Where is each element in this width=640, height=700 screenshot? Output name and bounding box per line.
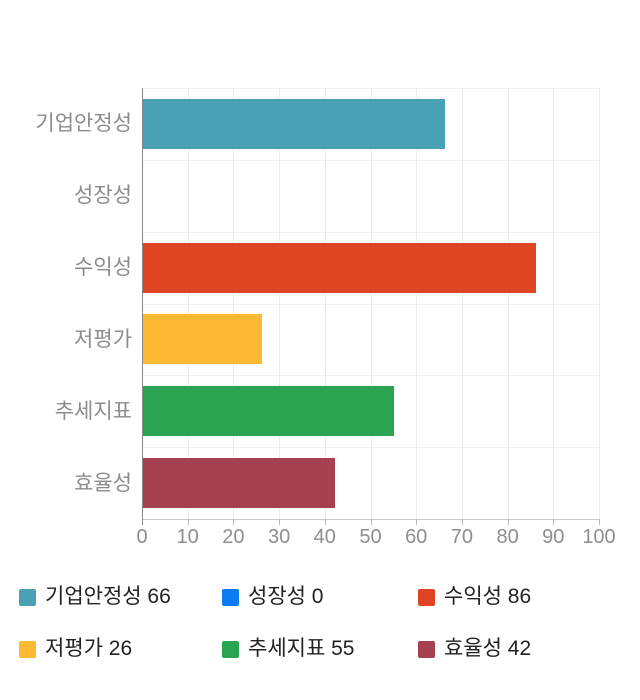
x-axis-tick (507, 519, 509, 525)
x-axis-tick (599, 519, 600, 525)
bar-3[interactable] (143, 314, 262, 365)
legend-swatch-icon (222, 640, 239, 658)
v-gridline (370, 88, 372, 519)
category-label: 성장성 (74, 184, 132, 208)
v-gridline (187, 88, 189, 519)
legend-swatch-icon (19, 640, 36, 658)
x-tick-label: 80 (496, 526, 519, 548)
legend-label: 효율성 42 (444, 637, 532, 660)
v-gridline (416, 88, 418, 519)
y-axis-line (142, 88, 143, 525)
category-label: 저평가 (74, 327, 132, 351)
legend-label: 추세지표 55 (248, 637, 355, 660)
v-gridline (507, 88, 509, 519)
category-label: 기업안정성 (35, 112, 132, 136)
x-tick-label: 50 (359, 526, 382, 548)
x-axis-tick (370, 519, 372, 525)
x-tick-label: 20 (222, 526, 245, 548)
legend-row: 기업안정성 66 성장성 0 수익성 86 (19, 584, 621, 610)
x-tick-label: 0 (136, 526, 148, 548)
v-gridline (279, 88, 281, 519)
bar-4[interactable] (143, 386, 395, 437)
x-tick-label: 10 (176, 526, 199, 548)
x-tick-label: 70 (450, 526, 474, 548)
legend-swatch-icon (418, 588, 435, 606)
v-gridline (461, 88, 463, 519)
legend-item[interactable]: 기업안정성 66 (19, 584, 222, 610)
legend-swatch-icon (19, 588, 36, 606)
v-gridline (324, 88, 326, 519)
x-tick-label: 100 (582, 526, 616, 548)
legend-row: 저평가 26 추세지표 55 효율성 42 (19, 636, 621, 662)
x-tick-label: 90 (542, 526, 565, 548)
legend-swatch-icon (222, 588, 239, 606)
bar-5[interactable] (143, 458, 335, 509)
x-axis-tick (416, 519, 418, 525)
x-tick-label: 60 (405, 526, 428, 548)
x-tick-label: 40 (313, 526, 336, 548)
legend-label: 기업안정성 66 (45, 585, 171, 608)
legend-item[interactable]: 저평가 26 (19, 636, 222, 662)
legend-item[interactable]: 추세지표 55 (222, 636, 418, 662)
legend-item[interactable]: 수익성 86 (418, 584, 621, 610)
x-axis-tick (324, 519, 326, 525)
x-axis-tick (279, 519, 281, 525)
category-label: 효율성 (74, 471, 132, 495)
bar-2[interactable] (143, 242, 537, 293)
legend-item[interactable]: 성장성 0 (222, 584, 418, 610)
legend-label: 저평가 26 (45, 637, 133, 660)
v-gridline (553, 88, 555, 519)
legend-label: 성장성 0 (248, 585, 324, 608)
x-axis-tick (233, 519, 235, 525)
category-label: 수익성 (74, 256, 132, 280)
v-gridline (233, 88, 235, 519)
v-gridline (599, 88, 600, 519)
legend-item[interactable]: 효율성 42 (418, 636, 621, 662)
category-label: 추세지표 (54, 399, 132, 423)
x-tick-label: 30 (267, 526, 291, 548)
bar-0[interactable] (143, 98, 445, 149)
x-axis-tick (187, 519, 189, 525)
legend-swatch-icon (418, 640, 435, 658)
x-axis-tick (461, 519, 463, 525)
legend-label: 수익성 86 (444, 585, 532, 608)
x-axis-tick (553, 519, 555, 525)
